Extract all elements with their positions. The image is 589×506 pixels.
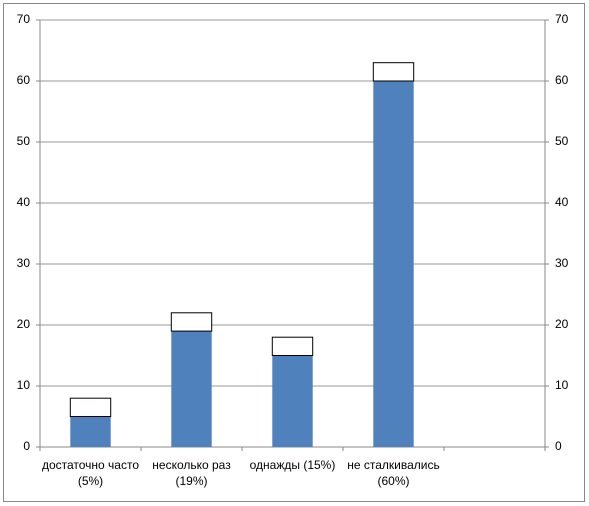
x-tick-label: не сталкивались (60%) <box>347 458 440 488</box>
bar <box>372 62 415 82</box>
bar <box>170 312 213 332</box>
y-tick-label: 0 <box>23 439 30 453</box>
y-tick-label: 50 <box>17 134 31 148</box>
y-tick-label: 40 <box>17 195 31 209</box>
x-tick-label: однажды (15%) <box>249 458 336 472</box>
bar <box>271 336 314 357</box>
y2-tick-label: 70 <box>555 12 569 26</box>
y-tick-label: 20 <box>17 317 31 331</box>
bar <box>272 355 313 447</box>
y2-tick-label: 30 <box>555 256 569 270</box>
y2-tick-label: 40 <box>555 195 569 209</box>
y2-tick-label: 60 <box>555 73 569 87</box>
y-tick-label: 70 <box>17 12 31 26</box>
y2-tick-label: 0 <box>555 439 562 453</box>
bar <box>171 331 212 447</box>
y-tick-label: 10 <box>17 378 31 392</box>
x-tick-label: достаточно часто (5%) <box>41 458 140 488</box>
y2-tick-label: 20 <box>555 317 569 331</box>
bar <box>373 81 414 447</box>
bar <box>69 397 112 418</box>
y-tick-label: 60 <box>17 73 31 87</box>
y2-tick-label: 50 <box>555 134 569 148</box>
x-tick-label: несколько раз (19%) <box>152 458 231 488</box>
y-tick-label: 30 <box>17 256 31 270</box>
y2-tick-label: 10 <box>555 378 569 392</box>
bar <box>70 416 111 447</box>
